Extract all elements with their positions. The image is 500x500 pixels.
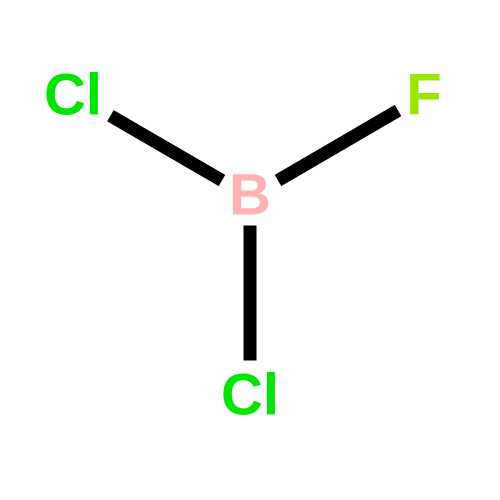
bond-B-Cl1 xyxy=(107,109,226,185)
atom-F: F xyxy=(406,62,441,129)
bond-B-F xyxy=(275,104,402,185)
atom-Cl2: Cl xyxy=(221,362,279,429)
atom-Cl1: Cl xyxy=(44,62,102,129)
bond-B-Cl2 xyxy=(244,225,257,360)
atom-B: B xyxy=(229,162,271,229)
